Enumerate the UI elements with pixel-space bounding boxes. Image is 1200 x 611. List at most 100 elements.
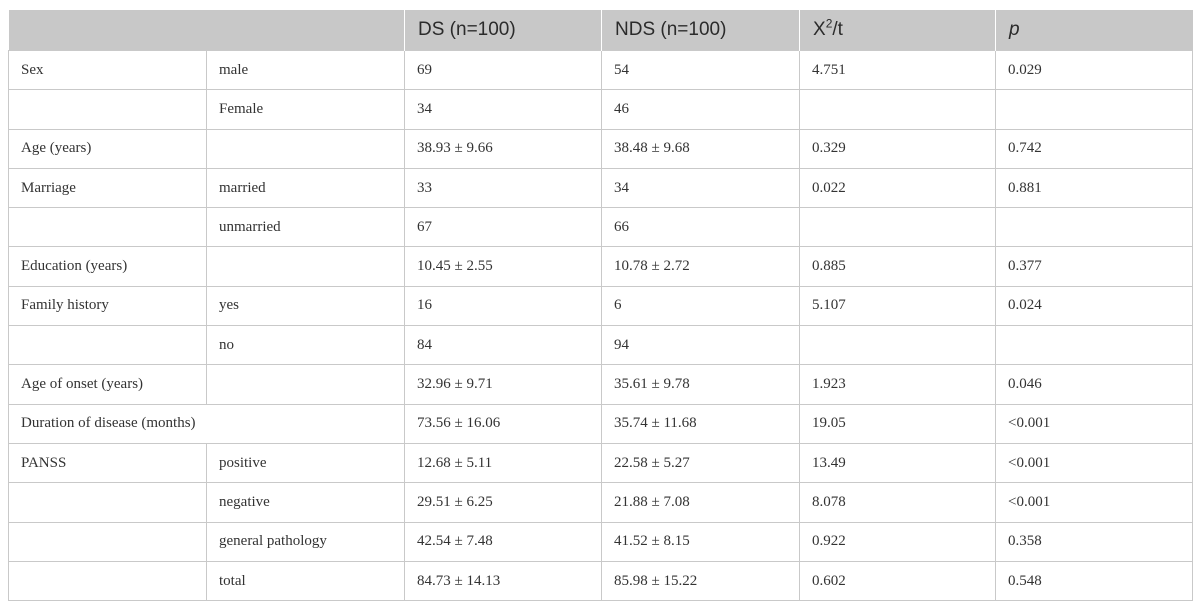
cell-nds: 35.74 ± 11.68 [601, 403, 800, 444]
cell-nds: 85.98 ± 15.22 [601, 560, 800, 602]
cell-p [995, 325, 1193, 366]
comparison-table: DS (n=100) NDS (n=100) X2/t p Sex male 69 5… [8, 10, 1193, 602]
cell-ds: 42.54 ± 7.48 [404, 521, 602, 562]
cell-statistic: 5.107 [799, 285, 996, 327]
cell-nds: 21.88 ± 7.08 [601, 482, 800, 523]
cell-subgroup [206, 364, 405, 405]
cell-p: 0.742 [995, 128, 1193, 169]
table-row: no 84 94 [8, 325, 1193, 366]
cell-subgroup: positive [206, 442, 405, 484]
cell-nds: 46 [601, 89, 800, 130]
cell-subgroup: general pathology [206, 521, 405, 562]
cell-variable: Duration of disease (months) [8, 403, 405, 444]
cell-subgroup: male [206, 49, 405, 91]
cell-subgroup: negative [206, 482, 405, 523]
cell-subgroup: Female [206, 89, 405, 130]
cell-ds: 84 [404, 325, 602, 366]
header-blank [8, 10, 405, 51]
cell-p: <0.001 [995, 403, 1193, 444]
cell-variable [8, 207, 207, 248]
cell-variable: Family history [8, 285, 207, 327]
table-row: Marriage married 33 34 0.022 0.881 [8, 167, 1193, 209]
cell-nds: 22.58 ± 5.27 [601, 442, 800, 484]
cell-statistic [799, 325, 996, 366]
cell-variable [8, 560, 207, 602]
table-container: DS (n=100) NDS (n=100) X2/t p Sex male 69 5… [8, 10, 1193, 602]
cell-ds: 34 [404, 89, 602, 130]
table-row: Age of onset (years) 32.96 ± 9.71 35.61 ± … [8, 364, 1193, 405]
table-row: unmarried 67 66 [8, 207, 1193, 248]
cell-variable [8, 89, 207, 130]
cell-variable [8, 521, 207, 562]
cell-p [995, 207, 1193, 248]
cell-statistic: 0.922 [799, 521, 996, 562]
table-row: Education (years) 10.45 ± 2.55 10.78 ± 2.7… [8, 246, 1193, 287]
cell-p: 0.548 [995, 560, 1193, 602]
cell-subgroup: married [206, 167, 405, 209]
cell-ds: 12.68 ± 5.11 [404, 442, 602, 484]
cell-variable: PANSS [8, 442, 207, 484]
cell-ds: 38.93 ± 9.66 [404, 128, 602, 169]
cell-nds: 54 [601, 49, 800, 91]
cell-ds: 84.73 ± 14.13 [404, 560, 602, 602]
cell-subgroup: unmarried [206, 207, 405, 248]
cell-statistic: 0.329 [799, 128, 996, 169]
cell-statistic [799, 89, 996, 130]
header-p: p [995, 10, 1193, 51]
cell-statistic [799, 207, 996, 248]
cell-p: 0.881 [995, 167, 1193, 209]
cell-statistic: 13.49 [799, 442, 996, 484]
table-row: Age (years) 38.93 ± 9.66 38.48 ± 9.68 0.329… [8, 128, 1193, 169]
cell-subgroup: no [206, 325, 405, 366]
cell-ds: 29.51 ± 6.25 [404, 482, 602, 523]
cell-subgroup: yes [206, 285, 405, 327]
header-stat-base: X [813, 19, 826, 40]
cell-p: <0.001 [995, 442, 1193, 484]
table-body: Sex male 69 54 4.751 0.029 Female 34 46 Age (year… [8, 49, 1193, 602]
cell-statistic: 1.923 [799, 364, 996, 405]
cell-nds: 6 [601, 285, 800, 327]
cell-p: 0.377 [995, 246, 1193, 287]
table-row: Female 34 46 [8, 89, 1193, 130]
cell-ds: 67 [404, 207, 602, 248]
header-row: DS (n=100) NDS (n=100) X2/t p [8, 10, 1193, 51]
cell-p: 0.029 [995, 49, 1193, 91]
cell-nds: 66 [601, 207, 800, 248]
cell-p: 0.046 [995, 364, 1193, 405]
cell-p [995, 89, 1193, 130]
cell-statistic: 0.022 [799, 167, 996, 209]
cell-subgroup: total [206, 560, 405, 602]
cell-statistic: 0.602 [799, 560, 996, 602]
cell-p: 0.024 [995, 285, 1193, 327]
table-row: Sex male 69 54 4.751 0.029 [8, 49, 1193, 91]
cell-variable [8, 482, 207, 523]
table-row: Duration of disease (months) 73.56 ± 16.0… [8, 403, 1193, 444]
cell-variable: Education (years) [8, 246, 207, 287]
cell-ds: 73.56 ± 16.06 [404, 403, 602, 444]
cell-subgroup [206, 128, 405, 169]
header-nds: NDS (n=100) [601, 10, 800, 51]
cell-nds: 41.52 ± 8.15 [601, 521, 800, 562]
table-row: negative 29.51 ± 6.25 21.88 ± 7.08 8.078 <0.… [8, 482, 1193, 523]
cell-statistic: 0.885 [799, 246, 996, 287]
cell-subgroup [206, 246, 405, 287]
table-row: Family history yes 16 6 5.107 0.024 [8, 285, 1193, 327]
cell-variable: Age (years) [8, 128, 207, 169]
cell-statistic: 19.05 [799, 403, 996, 444]
cell-nds: 10.78 ± 2.72 [601, 246, 800, 287]
table-row: PANSS positive 12.68 ± 5.11 22.58 ± 5.27 13.… [8, 442, 1193, 484]
table-row: general pathology 42.54 ± 7.48 41.52 ± 8.1… [8, 521, 1193, 562]
cell-ds: 32.96 ± 9.71 [404, 364, 602, 405]
cell-nds: 35.61 ± 9.78 [601, 364, 800, 405]
cell-statistic: 8.078 [799, 482, 996, 523]
header-stat-tail: /t [832, 19, 843, 40]
cell-ds: 33 [404, 167, 602, 209]
cell-ds: 16 [404, 285, 602, 327]
cell-ds: 69 [404, 49, 602, 91]
cell-nds: 38.48 ± 9.68 [601, 128, 800, 169]
cell-nds: 34 [601, 167, 800, 209]
cell-statistic: 4.751 [799, 49, 996, 91]
cell-p: <0.001 [995, 482, 1193, 523]
header-ds: DS (n=100) [404, 10, 602, 51]
cell-variable: Marriage [8, 167, 207, 209]
